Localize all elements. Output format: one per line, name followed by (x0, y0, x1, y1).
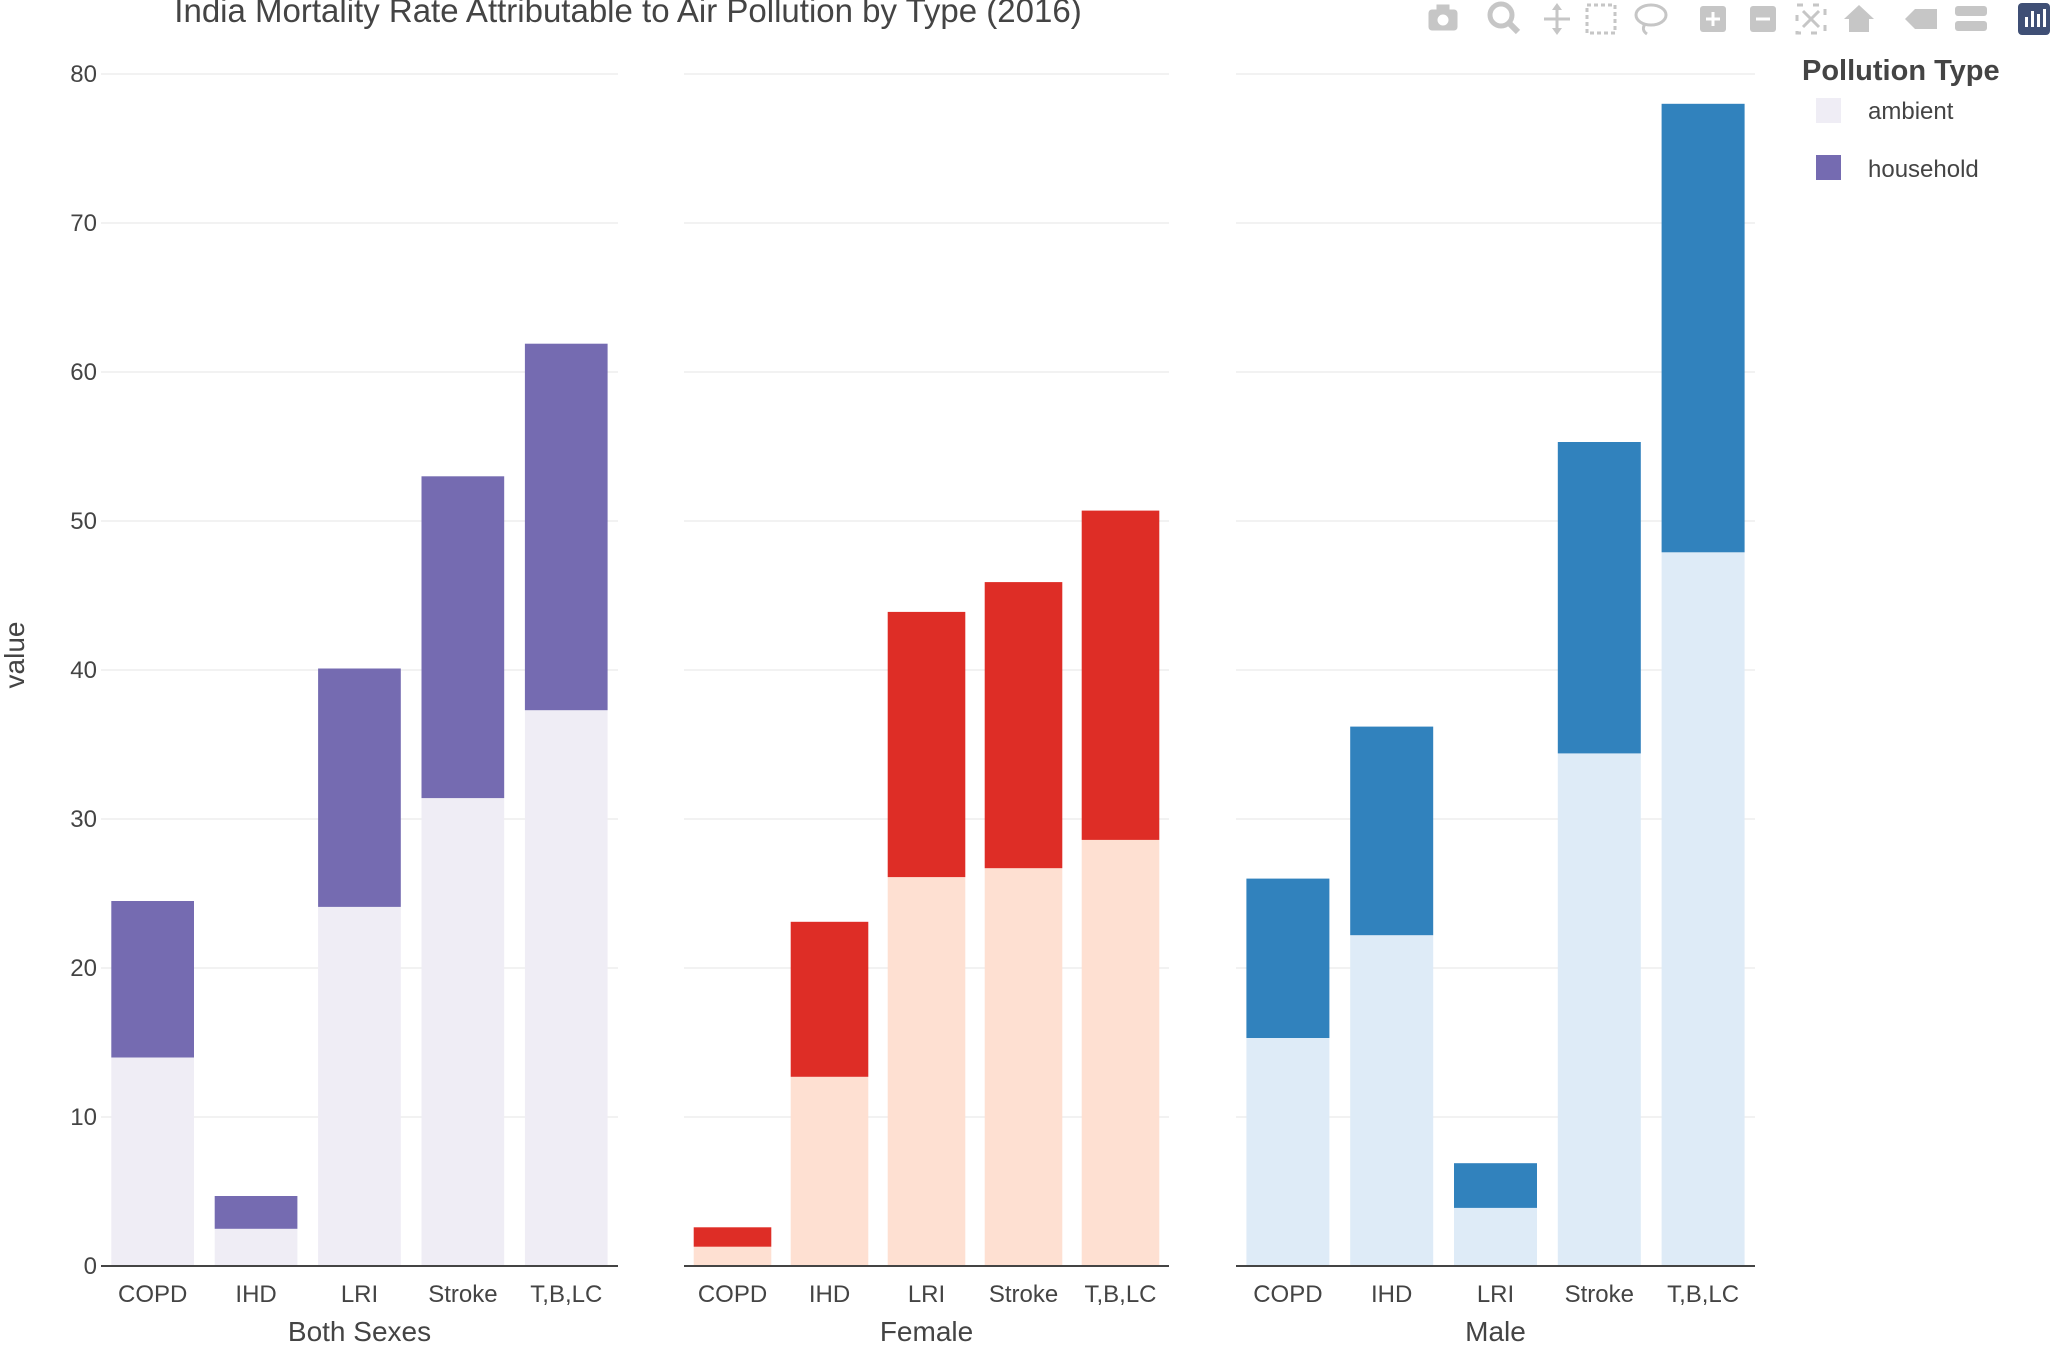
y-tick-label: 0 (84, 1253, 97, 1280)
panel-label: Male (1465, 1316, 1526, 1345)
x-tick-label: IHD (809, 1281, 850, 1308)
box-select-icon[interactable] (1585, 3, 1617, 35)
bar-household[interactable] (421, 476, 505, 799)
y-tick-label: 80 (70, 61, 97, 88)
x-tick-label: T,B,LC (1084, 1281, 1156, 1308)
legend[interactable]: Pollution Type ambient household (1802, 55, 2000, 183)
bars (111, 103, 1745, 1267)
chart-title: India Mortality Rate Attributable to Air… (174, 0, 1081, 29)
panel-label: Female (880, 1316, 973, 1345)
bar-ambient[interactable] (1081, 839, 1160, 1266)
y-tick-label: 10 (70, 1104, 97, 1131)
zoom-icon[interactable] (1487, 1, 1521, 35)
x-tick-label: Stroke (989, 1281, 1058, 1308)
x-tick-label: T,B,LC (530, 1281, 602, 1308)
y-axis-title: value (0, 622, 30, 689)
bar-household[interactable] (318, 668, 401, 907)
x-tick-label: COPD (118, 1281, 187, 1308)
x-tick-label: LRI (908, 1281, 945, 1308)
bar-household[interactable] (1081, 510, 1160, 840)
legend-title: Pollution Type (1802, 55, 2000, 87)
legend-swatch-ambient[interactable] (1816, 98, 1841, 123)
pan-icon[interactable] (1544, 3, 1570, 35)
bar-ambient[interactable] (1246, 1038, 1330, 1266)
legend-label-ambient[interactable]: ambient (1868, 98, 1954, 125)
zoom-out-icon[interactable] (1750, 6, 1776, 32)
x-tick-label: IHD (235, 1281, 276, 1308)
tick-labels: 0 10 20 30 40 50 60 70 80 COPD IHD LRI Stroke T,B,LC B… (70, 61, 1739, 1345)
bar-ambient[interactable] (1350, 935, 1434, 1266)
x-tick-label: LRI (341, 1281, 378, 1308)
bar-ambient[interactable] (318, 906, 401, 1266)
y-tick-label: 20 (70, 955, 97, 982)
bar-household[interactable] (790, 921, 869, 1077)
spike-lines-icon[interactable] (1905, 9, 1937, 29)
reset-axes-icon[interactable] (1844, 5, 1874, 32)
bar-ambient[interactable] (1557, 753, 1641, 1266)
bar-household[interactable] (1661, 103, 1745, 553)
x-tick-label: LRI (1477, 1281, 1514, 1308)
x-tick-label: IHD (1371, 1281, 1412, 1308)
bar-household[interactable] (111, 901, 194, 1058)
y-tick-label: 60 (70, 359, 97, 386)
y-tick-label: 40 (70, 657, 97, 684)
bar-household[interactable] (1454, 1163, 1537, 1208)
bar-ambient[interactable] (887, 877, 966, 1266)
bar-ambient[interactable] (1661, 552, 1745, 1266)
bar-household[interactable] (1557, 442, 1641, 754)
bar-ambient[interactable] (693, 1246, 772, 1266)
bar-household[interactable] (887, 611, 966, 878)
bar-household[interactable] (984, 582, 1063, 869)
y-tick-label: 70 (70, 210, 97, 237)
bar-ambient[interactable] (421, 798, 505, 1266)
x-tick-label: COPD (1253, 1281, 1322, 1308)
autoscale-icon[interactable] (1795, 3, 1827, 35)
bar-ambient[interactable] (1454, 1207, 1537, 1266)
bar-household[interactable] (524, 343, 608, 711)
x-tick-label: T,B,LC (1667, 1281, 1739, 1308)
legend-label-household[interactable]: household (1868, 156, 1979, 183)
bar-ambient[interactable] (984, 868, 1063, 1266)
zoom-in-icon[interactable] (1700, 6, 1726, 32)
plotly-logo-icon[interactable] (2018, 3, 2050, 35)
x-tick-label: COPD (698, 1281, 767, 1308)
bar-ambient[interactable] (524, 710, 608, 1266)
bar-household[interactable] (1350, 726, 1434, 936)
bar-ambient[interactable] (790, 1076, 869, 1266)
x-tick-label: Stroke (1565, 1281, 1634, 1308)
modebar (1428, 1, 2050, 36)
panel-label: Both Sexes (288, 1316, 431, 1345)
camera-icon[interactable] (1428, 4, 1458, 31)
compare-hover-icon[interactable] (1955, 6, 1987, 31)
bar-household[interactable] (693, 1227, 772, 1247)
lasso-icon[interactable] (1634, 3, 1668, 36)
bar-household[interactable] (214, 1196, 298, 1229)
bar-household[interactable] (1246, 878, 1330, 1038)
x-tick-label: Stroke (428, 1281, 497, 1308)
legend-swatch-household[interactable] (1816, 155, 1841, 180)
y-tick-label: 50 (70, 508, 97, 535)
bar-ambient[interactable] (111, 1057, 194, 1266)
bar-ambient[interactable] (214, 1228, 298, 1267)
y-tick-label: 30 (70, 806, 97, 833)
